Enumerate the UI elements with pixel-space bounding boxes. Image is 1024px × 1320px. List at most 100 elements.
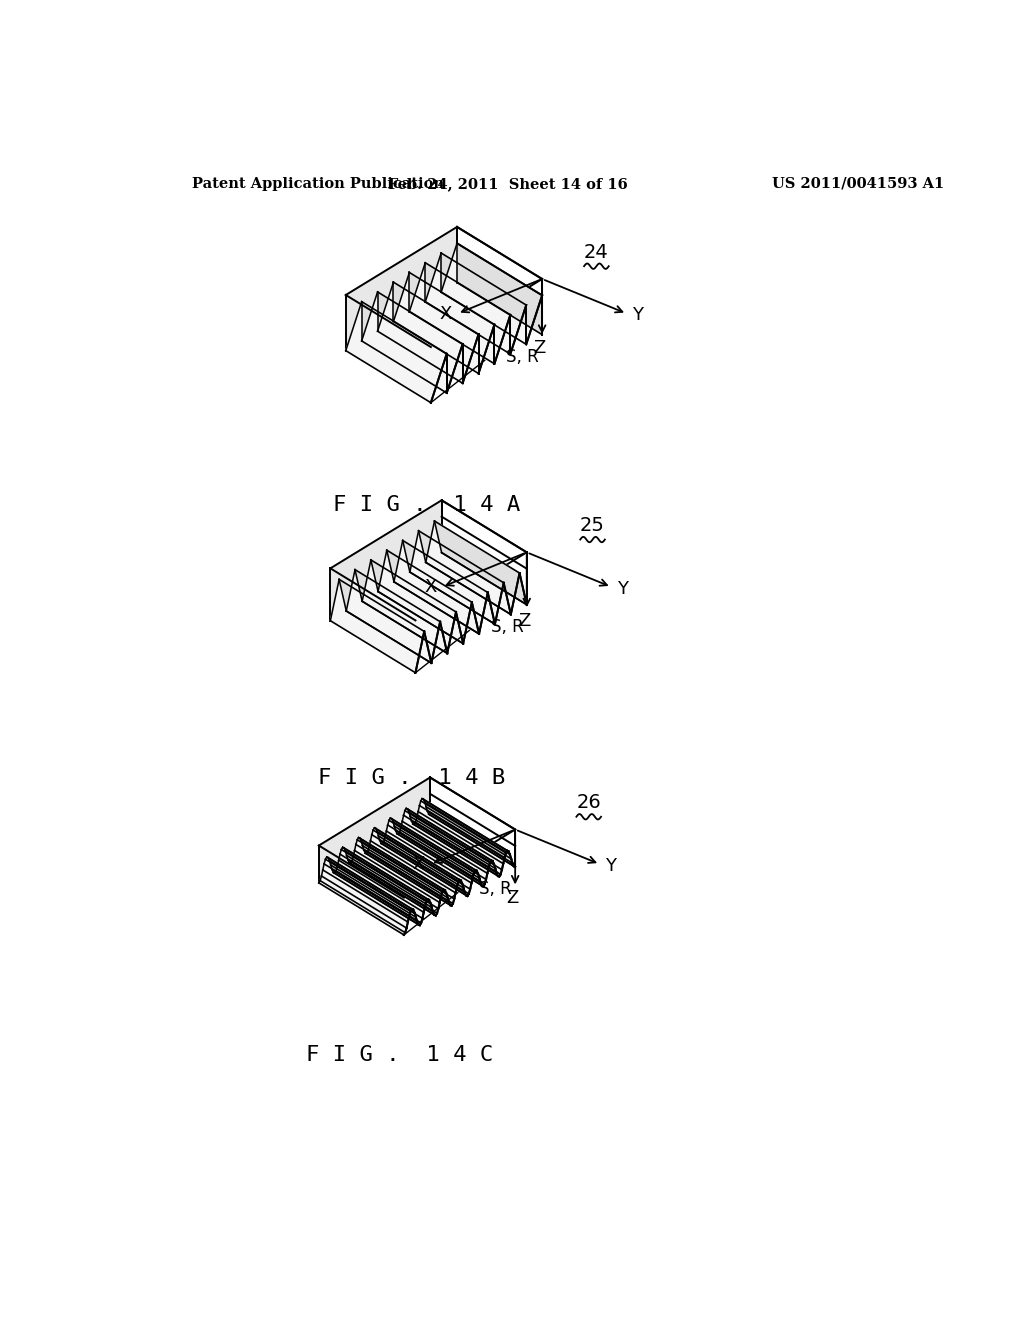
Polygon shape (341, 847, 428, 902)
Polygon shape (339, 854, 425, 912)
Polygon shape (355, 570, 447, 653)
Polygon shape (441, 253, 526, 345)
Polygon shape (403, 829, 515, 935)
Polygon shape (331, 500, 441, 620)
Polygon shape (328, 858, 415, 912)
Polygon shape (378, 282, 478, 383)
Polygon shape (387, 550, 479, 634)
Polygon shape (402, 816, 488, 874)
Polygon shape (422, 799, 509, 851)
Polygon shape (366, 853, 452, 906)
Polygon shape (352, 857, 438, 913)
Polygon shape (420, 801, 506, 858)
Text: 26: 26 (577, 793, 601, 812)
Polygon shape (380, 841, 466, 895)
Polygon shape (407, 808, 493, 861)
Polygon shape (327, 857, 413, 909)
Polygon shape (331, 865, 417, 921)
Polygon shape (361, 841, 447, 898)
Polygon shape (348, 859, 434, 915)
Polygon shape (416, 552, 526, 673)
Polygon shape (376, 829, 462, 883)
Text: Z: Z (507, 890, 519, 907)
Polygon shape (361, 292, 463, 393)
Polygon shape (431, 279, 542, 403)
Polygon shape (331, 579, 424, 673)
Text: Y: Y (616, 579, 628, 598)
Polygon shape (345, 851, 432, 907)
Polygon shape (419, 531, 511, 614)
Polygon shape (367, 851, 453, 906)
Polygon shape (334, 873, 420, 925)
Polygon shape (378, 292, 463, 383)
Polygon shape (364, 850, 451, 906)
Polygon shape (410, 263, 510, 364)
Polygon shape (424, 800, 510, 854)
Text: US 2011/0041593 A1: US 2011/0041593 A1 (772, 177, 944, 191)
Polygon shape (356, 840, 442, 896)
Polygon shape (457, 227, 542, 296)
Polygon shape (336, 866, 423, 923)
Polygon shape (362, 846, 449, 902)
Polygon shape (318, 880, 406, 935)
Polygon shape (403, 810, 490, 867)
Polygon shape (417, 812, 503, 870)
Polygon shape (323, 863, 410, 921)
Polygon shape (373, 828, 460, 882)
Polygon shape (343, 847, 429, 900)
Text: Feb. 24, 2011  Sheet 14 of 16: Feb. 24, 2011 Sheet 14 of 16 (388, 177, 628, 191)
Polygon shape (354, 845, 441, 903)
Polygon shape (362, 560, 456, 653)
Text: 24: 24 (584, 243, 609, 261)
Polygon shape (340, 850, 426, 907)
Polygon shape (384, 837, 470, 894)
Polygon shape (330, 861, 416, 917)
Polygon shape (346, 611, 431, 663)
Polygon shape (401, 821, 487, 879)
Text: Patent Application Publication: Patent Application Publication (193, 177, 444, 191)
Text: Z: Z (534, 338, 546, 356)
Polygon shape (378, 550, 472, 644)
Polygon shape (412, 821, 498, 876)
Text: X: X (424, 578, 436, 597)
Polygon shape (425, 253, 526, 354)
Text: X: X (439, 305, 452, 322)
Text: Y: Y (632, 306, 643, 325)
Polygon shape (397, 834, 483, 886)
Polygon shape (416, 817, 502, 874)
Polygon shape (381, 843, 468, 896)
Polygon shape (421, 799, 507, 853)
Polygon shape (441, 500, 526, 569)
Polygon shape (413, 824, 500, 876)
Text: S, R: S, R (506, 348, 539, 366)
Polygon shape (385, 832, 471, 890)
Polygon shape (388, 820, 474, 876)
Polygon shape (394, 540, 487, 634)
Polygon shape (353, 850, 439, 908)
Polygon shape (404, 808, 492, 863)
Polygon shape (326, 857, 412, 911)
Polygon shape (321, 876, 407, 933)
Polygon shape (395, 830, 482, 886)
Polygon shape (371, 560, 463, 644)
Text: S, R: S, R (479, 880, 512, 899)
Polygon shape (372, 830, 458, 887)
Polygon shape (408, 809, 494, 865)
Polygon shape (337, 861, 424, 919)
Polygon shape (371, 834, 457, 892)
Polygon shape (379, 836, 465, 892)
Polygon shape (361, 302, 446, 393)
Polygon shape (425, 263, 510, 354)
Text: F I G .  1 4 C: F I G . 1 4 C (306, 1045, 494, 1065)
Polygon shape (370, 841, 456, 899)
Polygon shape (393, 822, 479, 878)
Polygon shape (390, 818, 477, 871)
Polygon shape (335, 871, 421, 925)
Polygon shape (357, 838, 443, 892)
Polygon shape (429, 814, 515, 867)
Polygon shape (386, 825, 473, 883)
Polygon shape (398, 832, 484, 886)
Text: F I G .  1 4 B: F I G . 1 4 B (318, 768, 505, 788)
Polygon shape (368, 847, 455, 903)
Polygon shape (346, 227, 457, 351)
